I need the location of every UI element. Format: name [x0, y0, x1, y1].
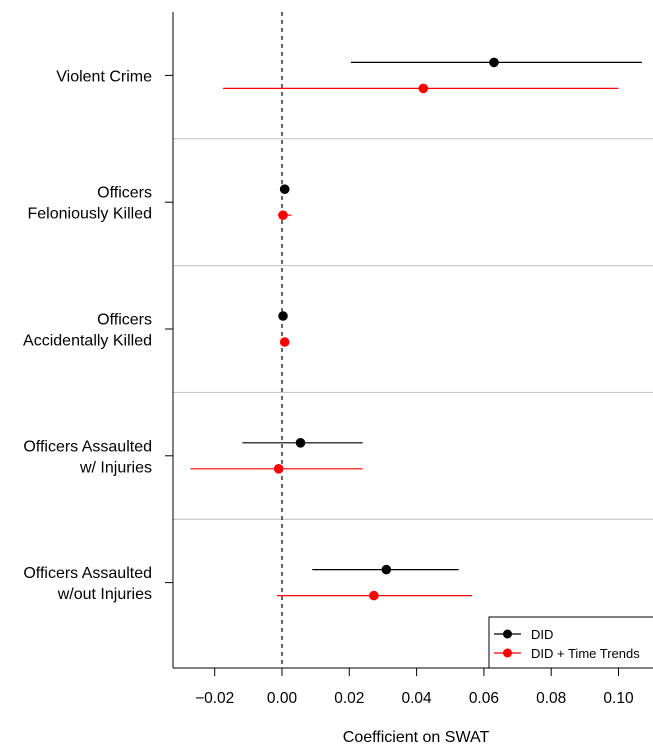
category-label: Accidentally Killed — [23, 333, 152, 350]
series-marks — [190, 57, 643, 601]
point-estimate — [369, 590, 379, 601]
point-estimate — [273, 464, 284, 474]
category-label: Officers — [97, 312, 152, 329]
point-estimate — [279, 184, 290, 194]
x-tick-label: 0.06 — [469, 690, 499, 707]
category-label: w/ Injuries — [79, 459, 152, 476]
point-estimate — [279, 337, 290, 347]
point-estimate — [295, 438, 306, 448]
category-label: Feloniously Killed — [27, 206, 152, 223]
point-estimate — [489, 57, 499, 68]
legend-box — [488, 616, 653, 669]
x-tick-label: 0.02 — [334, 690, 364, 707]
x-axis-label: Coefficient on SWAT — [343, 729, 490, 746]
point-estimate — [278, 210, 288, 220]
x-tick-label: 0.04 — [402, 690, 433, 707]
x-tick-label: 0.00 — [267, 690, 298, 707]
legend-label: DID + Time Trends — [531, 646, 640, 661]
legend: DID DID + Time Trends — [488, 616, 653, 669]
category-label: w/out Injuries — [57, 586, 152, 603]
category-label: Officers — [97, 185, 152, 202]
point-estimate — [381, 564, 392, 575]
legend-marker — [503, 629, 512, 639]
category-label: Officers Assaulted — [23, 438, 152, 455]
x-ticks: −0.02 0.00 0.02 0.04 0.06 0.08 0.10 — [195, 668, 634, 707]
point-estimate — [278, 311, 288, 321]
category-label: Violent Crime — [56, 68, 152, 85]
category-label: Officers Assaulted — [23, 565, 152, 582]
legend-label: DID — [531, 627, 553, 642]
group-separators — [173, 138, 653, 520]
y-ticks: Violent Crime Officers Feloniously Killed O… — [23, 68, 173, 603]
point-estimate — [418, 83, 429, 94]
x-tick-label: −0.02 — [195, 690, 234, 707]
legend-marker — [503, 648, 512, 658]
x-tick-label: 0.08 — [536, 690, 566, 707]
x-tick-label: 0.10 — [603, 690, 634, 707]
